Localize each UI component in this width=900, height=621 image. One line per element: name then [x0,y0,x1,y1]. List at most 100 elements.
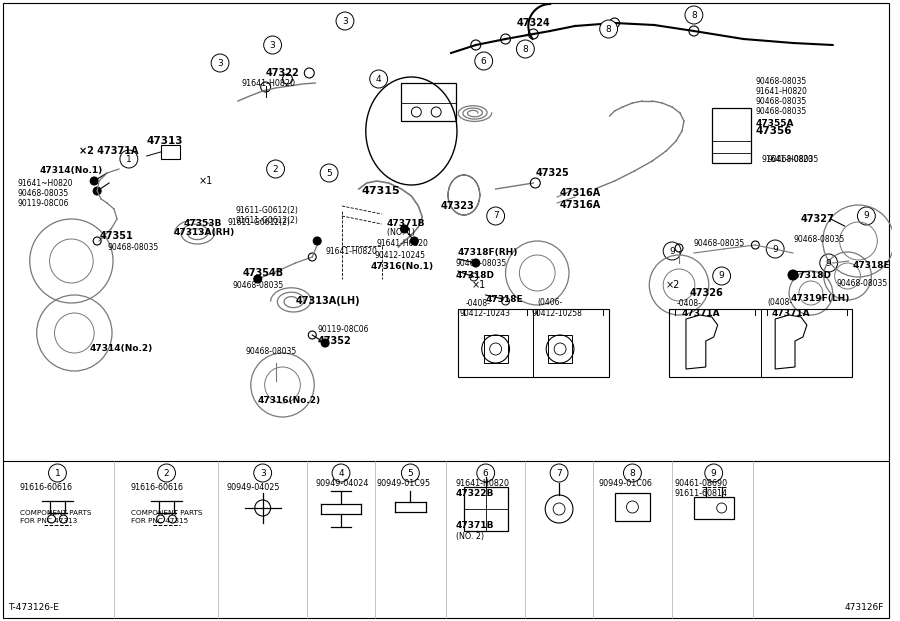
Text: (NO. 2): (NO. 2) [456,532,484,540]
Text: 8: 8 [691,11,697,19]
Text: 9: 9 [670,247,675,255]
Circle shape [624,464,642,482]
Text: 90412-10243: 90412-10243 [460,309,511,317]
Text: 47324: 47324 [517,18,550,28]
Text: 47316(No.1): 47316(No.1) [371,261,434,271]
Circle shape [713,267,731,285]
Text: 91616-60616: 91616-60616 [20,483,73,491]
Circle shape [254,275,262,283]
Text: 47355A: 47355A [755,119,794,127]
Text: 8: 8 [523,45,528,53]
Text: 90468-08035: 90468-08035 [233,281,284,289]
Text: 47322B: 47322B [456,489,494,497]
Text: 2: 2 [273,165,278,173]
Circle shape [663,242,681,260]
Text: (0406-: (0406- [537,299,562,307]
Text: FOR PNC 47315: FOR PNC 47315 [130,518,188,524]
Text: 91641-H0820: 91641-H0820 [761,155,814,163]
Circle shape [477,464,495,482]
Text: 9: 9 [826,258,832,268]
Text: 47315: 47315 [362,186,400,196]
Text: 2: 2 [164,468,169,478]
Text: 47316(No.2): 47316(No.2) [257,396,321,406]
Text: (0408-: (0408- [767,299,792,307]
Text: 47318D: 47318D [456,271,495,281]
Text: 3: 3 [270,40,275,50]
Circle shape [517,40,535,58]
Circle shape [487,207,505,225]
Text: 90468-08035: 90468-08035 [246,347,297,355]
Text: 91611-60814: 91611-60814 [674,489,727,497]
Text: 90412-10258: 90412-10258 [531,309,582,317]
Circle shape [313,237,321,245]
Text: 47322: 47322 [266,68,300,78]
Circle shape [788,270,798,280]
Text: -0408-: -0408- [677,299,702,307]
Text: 8: 8 [630,468,635,478]
Circle shape [685,6,703,24]
Text: 90468-08035: 90468-08035 [837,278,888,288]
Text: 47313: 47313 [147,136,184,146]
Text: 9: 9 [719,271,724,281]
Circle shape [158,464,176,482]
Text: 3: 3 [342,17,347,25]
Circle shape [550,464,568,482]
Circle shape [212,54,229,72]
Text: 47354B: 47354B [243,268,284,278]
Text: 5: 5 [408,468,413,478]
Text: 90468-08035: 90468-08035 [107,243,158,253]
Text: 47314(No.1): 47314(No.1) [40,166,103,176]
Text: ×2: ×2 [666,280,680,290]
Text: 47351: 47351 [99,231,133,241]
Text: 90949-01C06: 90949-01C06 [598,479,652,487]
Text: 3: 3 [260,468,265,478]
Text: 47326: 47326 [690,288,724,298]
Text: ×1: ×1 [198,176,212,186]
Text: 47319F(LH): 47319F(LH) [791,294,850,302]
Text: -0408-: -0408- [466,299,490,307]
Text: FOR PNC 47313: FOR PNC 47313 [20,518,77,524]
Text: 91616-60616: 91616-60616 [130,483,184,491]
Text: 47371A: 47371A [771,309,810,317]
Circle shape [321,339,329,347]
Text: 9: 9 [772,245,778,253]
Text: 47318E: 47318E [486,294,524,304]
Text: 90461-08690: 90461-08690 [674,479,727,487]
Text: 1: 1 [55,468,60,478]
Text: 91611-G0612(2): 91611-G0612(2) [236,207,299,215]
Text: 91641~H0820: 91641~H0820 [18,178,73,188]
Circle shape [332,464,350,482]
Text: 90468-08035: 90468-08035 [755,96,806,106]
Text: 47352: 47352 [317,336,351,346]
Circle shape [49,464,67,482]
Text: 6: 6 [483,468,489,478]
Text: 47371B: 47371B [387,219,425,227]
Text: 90468-08035: 90468-08035 [767,155,818,163]
Text: 47313A(RH): 47313A(RH) [174,229,235,237]
Circle shape [90,177,98,185]
Circle shape [120,150,138,168]
Text: 47318D: 47318D [793,271,832,281]
Circle shape [599,20,617,38]
Circle shape [475,52,492,70]
Text: 90468-08035: 90468-08035 [755,76,806,86]
Text: 47318E: 47318E [852,260,890,270]
Text: 90119-08C06: 90119-08C06 [18,199,69,207]
Circle shape [820,254,838,272]
Circle shape [320,164,338,182]
Text: 91641-H0820: 91641-H0820 [377,238,428,248]
Text: 91641-H0820: 91641-H0820 [755,86,807,96]
Text: 9: 9 [711,468,716,478]
Text: 1: 1 [126,155,131,163]
Text: 90468-08035: 90468-08035 [694,238,745,248]
Text: 47316A: 47316A [560,200,601,210]
Text: 47314(No.2): 47314(No.2) [89,345,152,353]
Text: 4: 4 [376,75,382,83]
Text: 6: 6 [481,57,487,65]
Text: 90949-04025: 90949-04025 [226,483,280,491]
Text: 4: 4 [338,468,344,478]
Text: 47327: 47327 [801,214,834,224]
Circle shape [472,259,480,267]
Circle shape [401,464,419,482]
Text: 90468-08035: 90468-08035 [18,189,69,197]
